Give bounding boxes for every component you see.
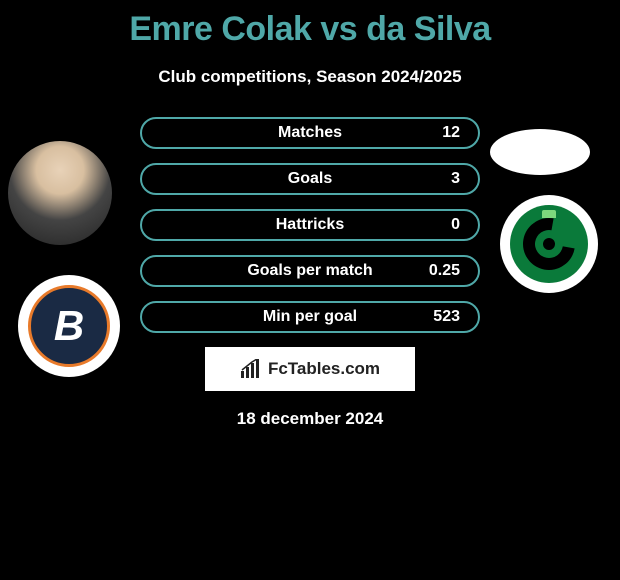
date-stamp: 18 december 2024 bbox=[0, 409, 620, 429]
stat-label: Min per goal bbox=[200, 308, 420, 326]
club-badge-right-inner bbox=[510, 205, 588, 283]
branding-text: FcTables.com bbox=[268, 359, 380, 379]
stat-row-matches: Matches 12 bbox=[140, 117, 480, 149]
subtitle: Club competitions, Season 2024/2025 bbox=[0, 67, 620, 87]
stat-row-mpg: Min per goal 523 bbox=[140, 301, 480, 333]
stat-row-gpm: Goals per match 0.25 bbox=[140, 255, 480, 287]
stat-right-value: 523 bbox=[420, 308, 460, 326]
stat-label: Matches bbox=[200, 124, 420, 142]
club-badge-right bbox=[500, 195, 598, 293]
stat-right-value: 0 bbox=[420, 216, 460, 234]
page-title: Emre Colak vs da Silva bbox=[0, 0, 620, 49]
chart-icon bbox=[240, 359, 262, 379]
club-badge-left: B bbox=[18, 275, 120, 377]
player-right-avatar bbox=[490, 129, 590, 175]
stat-row-goals: Goals 3 bbox=[140, 163, 480, 195]
stats-container: Matches 12 Goals 3 Hattricks 0 Goals per… bbox=[140, 117, 480, 333]
stat-row-hattricks: Hattricks 0 bbox=[140, 209, 480, 241]
stat-right-value: 0.25 bbox=[420, 262, 460, 280]
branding-bar: FcTables.com bbox=[205, 347, 415, 391]
stat-right-value: 12 bbox=[420, 124, 460, 142]
club-badge-right-dot-icon bbox=[543, 238, 555, 250]
stat-label: Hattricks bbox=[200, 216, 420, 234]
stat-label: Goals per match bbox=[200, 262, 420, 280]
club-badge-left-initial: B bbox=[28, 285, 110, 367]
stat-label: Goals bbox=[200, 170, 420, 188]
stat-right-value: 3 bbox=[420, 170, 460, 188]
player-left-avatar bbox=[8, 141, 112, 245]
comparison-content: B Matches 12 Goals 3 Hattricks 0 Goals p… bbox=[0, 117, 620, 429]
